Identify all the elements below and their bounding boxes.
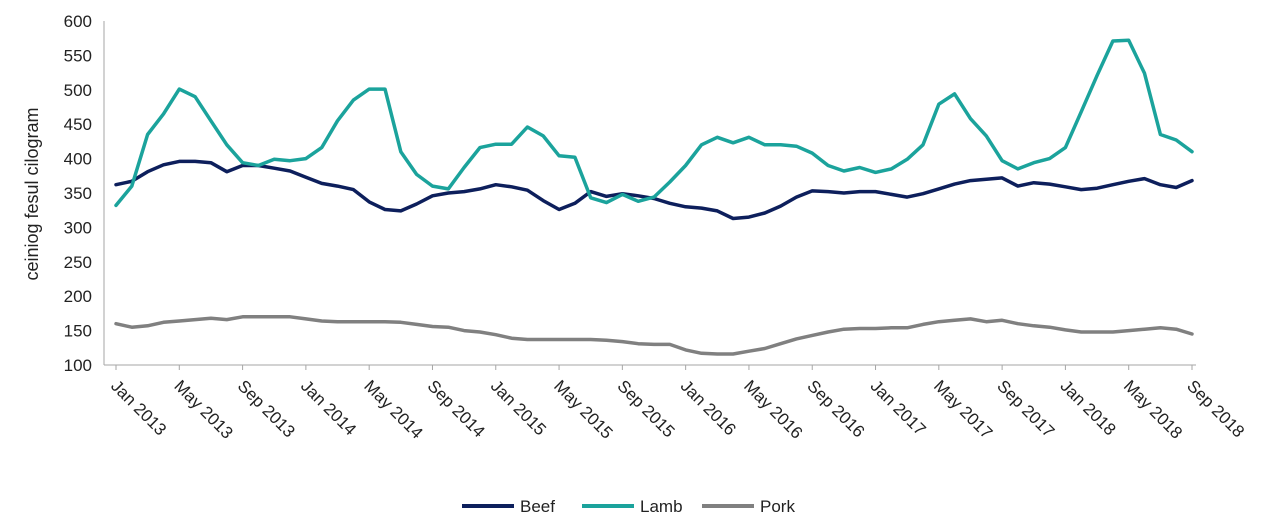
x-tick-label: May 2014 xyxy=(360,376,426,442)
series-line-beef xyxy=(114,159,1194,221)
x-tick-label: Jan 2016 xyxy=(677,376,740,439)
y-axis-title: ceiniog fesul cilogram xyxy=(22,107,42,280)
legend-label-beef: Beef xyxy=(520,497,555,516)
legend-label-pork: Pork xyxy=(760,497,795,516)
y-axis-title-group: ceiniog fesul cilogram xyxy=(22,107,42,280)
y-tick-label: 150 xyxy=(64,322,92,341)
x-tick-label: May 2017 xyxy=(930,376,996,442)
y-tick-label: 450 xyxy=(64,115,92,134)
axes xyxy=(103,21,1196,366)
y-tick-label: 300 xyxy=(64,218,92,237)
legend-label-lamb: Lamb xyxy=(640,497,683,516)
y-tick-label: 250 xyxy=(64,253,92,272)
series-line-pork xyxy=(114,315,1194,356)
series-lines xyxy=(114,38,1194,356)
y-tick-label: 200 xyxy=(64,287,92,306)
y-tick-label: 350 xyxy=(64,184,92,203)
x-tick-label: Jan 2018 xyxy=(1057,376,1120,439)
x-tick-label: Sep 2016 xyxy=(803,376,868,441)
x-tick-label: Jan 2013 xyxy=(107,376,170,439)
x-tick-label: Sep 2015 xyxy=(614,376,679,441)
x-tick-label: Sep 2017 xyxy=(993,376,1058,441)
y-tick-label: 400 xyxy=(64,150,92,169)
y-tick-label: 600 xyxy=(64,12,92,31)
y-tick-label: 500 xyxy=(64,81,92,100)
legend: Beef Lamb Pork xyxy=(462,497,795,516)
x-tick-label: Sep 2018 xyxy=(1183,376,1248,441)
x-tick-label: Jan 2014 xyxy=(297,376,360,439)
series-line-lamb xyxy=(114,38,1194,208)
x-tick-label: Sep 2013 xyxy=(234,376,299,441)
y-tick-label: 550 xyxy=(64,46,92,65)
y-tick-labels: 100 150 200 250 300 350 400 450 500 550 600 xyxy=(64,12,92,375)
x-tick-label: May 2018 xyxy=(1120,376,1186,442)
x-tick-label: May 2016 xyxy=(740,376,806,442)
x-tick-label: Jan 2017 xyxy=(867,376,930,439)
x-tick-label: May 2015 xyxy=(550,376,616,442)
x-tick-label: May 2013 xyxy=(170,376,236,442)
y-tick-label: 100 xyxy=(64,356,92,375)
x-tick-label: Jan 2015 xyxy=(487,376,550,439)
x-tick-label: Sep 2014 xyxy=(424,376,489,441)
